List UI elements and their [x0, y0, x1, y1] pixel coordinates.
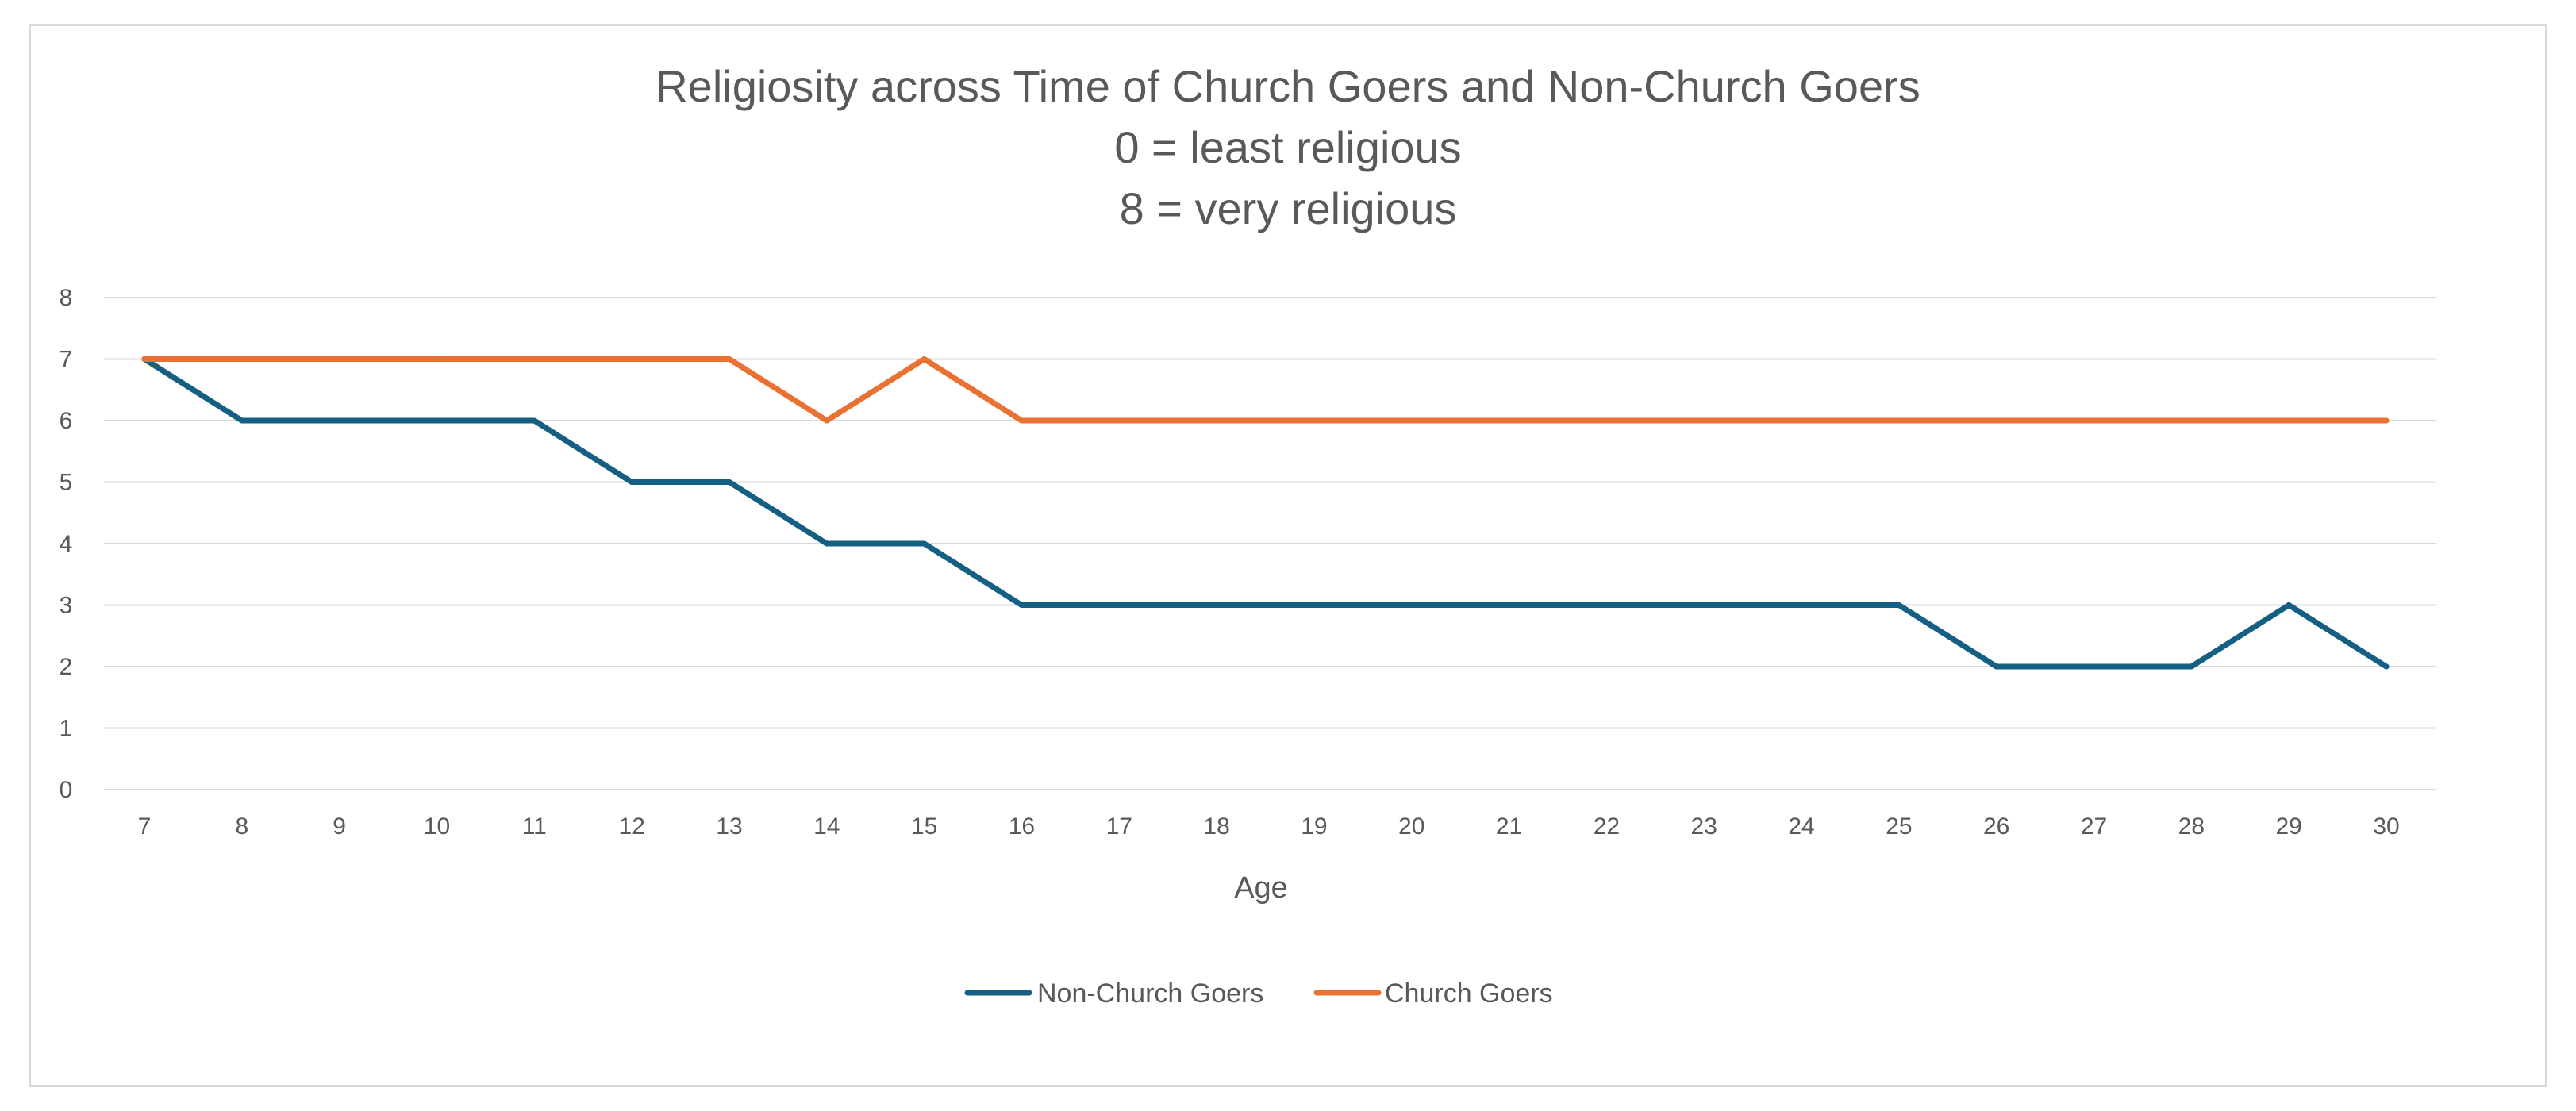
gridlines: [104, 297, 2436, 790]
x-tick-label: 9: [333, 813, 346, 840]
data-point: [1213, 602, 1220, 608]
data-point: [1409, 417, 1415, 424]
data-point: [629, 356, 635, 362]
chart-title-line-3: 8 = very religious: [1120, 183, 1457, 233]
data-point: [824, 417, 830, 424]
y-tick-label: 1: [60, 716, 73, 742]
data-point: [726, 479, 732, 485]
x-tick-label: 10: [424, 813, 450, 840]
y-tick-label: 0: [60, 777, 73, 803]
x-tick-label: 18: [1203, 813, 1229, 840]
x-tick-label: 19: [1301, 813, 1327, 840]
data-point: [2091, 663, 2097, 670]
data-point: [531, 356, 537, 362]
series-line-church-goers: [141, 356, 2390, 424]
data-point: [629, 479, 635, 485]
data-point: [1116, 417, 1122, 424]
data-point: [824, 540, 830, 547]
data-point: [2286, 417, 2292, 424]
data-point: [2383, 417, 2390, 424]
chart-title: Religiosity across Time of Church Goers …: [656, 61, 1920, 233]
data-point: [1701, 602, 1707, 608]
data-point: [1994, 417, 2000, 424]
x-tick-label: 29: [2275, 813, 2301, 840]
legend: Non-Church Goers Church Goers: [964, 978, 1553, 1009]
data-point: [1994, 663, 2000, 670]
y-tick-label: 5: [60, 470, 73, 496]
data-point: [1896, 417, 1902, 424]
data-point: [2188, 663, 2194, 670]
x-tick-label: 26: [1983, 813, 2009, 840]
data-point: [1603, 417, 1609, 424]
data-point: [531, 417, 537, 424]
y-tick-label: 6: [60, 408, 73, 434]
data-point: [1798, 602, 1805, 608]
data-point: [921, 356, 928, 362]
x-tick-label: 22: [1594, 813, 1620, 840]
data-point: [239, 356, 245, 362]
y-axis-tick-labels: 0 1 2 3 4 5 6 7 8: [60, 285, 73, 803]
data-point: [1116, 602, 1122, 608]
data-point: [1603, 602, 1609, 608]
data-point: [1506, 417, 1513, 424]
data-point: [1311, 602, 1317, 608]
data-point: [1018, 417, 1025, 424]
x-tick-label: 27: [2081, 813, 2107, 840]
chart-title-line-1: Religiosity across Time of Church Goers …: [656, 61, 1920, 111]
data-point: [239, 417, 245, 424]
x-axis-title: Age: [1234, 871, 1288, 905]
x-tick-label: 7: [138, 813, 152, 840]
data-point: [2188, 417, 2194, 424]
chart-title-line-2: 0 = least religious: [1114, 122, 1461, 172]
x-tick-label: 30: [2373, 813, 2399, 840]
data-point: [1018, 602, 1025, 608]
x-tick-label: 23: [1691, 813, 1717, 840]
x-tick-label: 25: [1886, 813, 1912, 840]
x-tick-label: 12: [618, 813, 644, 840]
chart-frame: Religiosity across Time of Church Goers …: [29, 24, 2547, 1087]
data-point: [336, 417, 343, 424]
series-lines: [141, 356, 2390, 670]
series-line-non-church-goers: [141, 356, 2390, 670]
x-tick-label: 24: [1788, 813, 1814, 840]
x-tick-label: 20: [1398, 813, 1424, 840]
data-point: [921, 540, 928, 547]
legend-label: Non-Church Goers: [1037, 978, 1263, 1009]
data-point: [2091, 417, 2097, 424]
y-tick-label: 7: [60, 347, 73, 373]
data-point: [1798, 417, 1805, 424]
data-point: [726, 356, 732, 362]
x-tick-label: 11: [522, 813, 547, 840]
data-point: [1896, 602, 1902, 608]
x-tick-label: 15: [911, 813, 937, 840]
x-tick-label: 21: [1496, 813, 1522, 840]
data-point: [2383, 663, 2390, 670]
x-tick-label: 17: [1106, 813, 1132, 840]
data-point: [1213, 417, 1220, 424]
x-tick-label: 14: [813, 813, 840, 840]
y-tick-label: 4: [60, 531, 73, 557]
data-point: [336, 356, 343, 362]
legend-label: Church Goers: [1385, 978, 1553, 1009]
data-point: [1506, 602, 1513, 608]
data-point: [433, 356, 440, 362]
data-point: [1311, 417, 1317, 424]
line-chart: Religiosity across Time of Church Goers …: [60, 61, 2436, 1009]
y-tick-label: 3: [60, 593, 73, 619]
x-tick-label: 8: [235, 813, 248, 840]
data-point: [1409, 602, 1415, 608]
x-tick-label: 13: [716, 813, 742, 840]
data-point: [433, 417, 440, 424]
x-axis-tick-labels: 7 8 9 10 11 12 13 14 15 16 17 18 19 20 21 22 23 24 25 26 27 2…: [138, 813, 2400, 840]
data-point: [1701, 417, 1707, 424]
y-tick-label: 8: [60, 285, 73, 311]
y-tick-label: 2: [60, 654, 73, 680]
x-tick-label: 28: [2178, 813, 2205, 840]
x-tick-label: 16: [1009, 813, 1035, 840]
data-point: [141, 356, 148, 362]
data-point: [2286, 602, 2292, 608]
